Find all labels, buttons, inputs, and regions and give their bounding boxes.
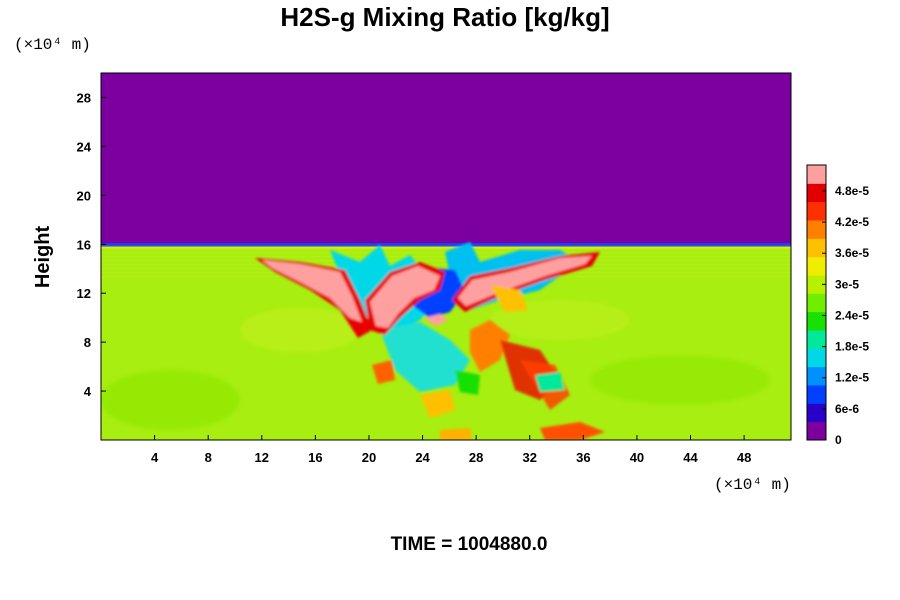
colorbar-frame xyxy=(806,164,827,441)
plume-max-right xyxy=(458,256,592,306)
y-tick-label: 20 xyxy=(77,188,91,203)
plume-filament xyxy=(440,428,472,440)
lower-region-patch xyxy=(101,370,240,430)
colorbar-segment xyxy=(807,421,826,441)
colorbar-segment xyxy=(807,183,826,203)
colorbar-segment xyxy=(807,293,826,313)
plume-filament xyxy=(455,370,480,395)
colorbar-segment xyxy=(807,220,826,239)
x-tick-label: 28 xyxy=(469,450,483,465)
colorbar-tick-label: 4.2e-5 xyxy=(835,215,869,229)
colorbar-segment xyxy=(807,348,826,368)
x-tick-label: 40 xyxy=(630,450,644,465)
y-tick-label: 12 xyxy=(77,286,91,301)
plume-max-left xyxy=(262,260,362,322)
heatmap-plot xyxy=(101,73,791,440)
plume-filament xyxy=(535,372,565,392)
colorbar-tick-label: 1.8e-5 xyxy=(835,340,869,354)
colorbar-segment xyxy=(807,385,826,404)
x-axis-unit: (×10⁴ m) xyxy=(714,476,791,494)
plume-filament xyxy=(372,360,395,384)
y-tick-label: 28 xyxy=(77,90,91,105)
lower-region-patch xyxy=(590,355,770,405)
heatmap-upper-region xyxy=(101,73,791,245)
colorbar-segments xyxy=(807,165,826,441)
y-tick-label: 24 xyxy=(77,139,92,154)
x-tick-label: 8 xyxy=(205,450,212,465)
y-axis-unit: (×10⁴ m) xyxy=(14,36,91,54)
y-tick-label: 4 xyxy=(84,384,92,399)
x-axis-ticks: 4 8 12 16 20 24 28 32 36 40 44 48 xyxy=(151,435,751,465)
colorbar-tick-label: 2.4e-5 xyxy=(835,308,869,322)
plume-filament xyxy=(540,422,605,440)
time-label: TIME = 1004880.0 xyxy=(391,534,548,555)
x-tick-label: 24 xyxy=(415,450,430,465)
colorbar-ticks: 0 6e-6 1.2e-5 1.8e-5 2.4e-5 3e-5 3.6e-5 4.2e-5 4… xyxy=(822,184,869,447)
x-tick-label: 48 xyxy=(737,450,751,465)
colorbar-segment xyxy=(807,311,826,331)
plume-max-small xyxy=(424,314,448,326)
colorbar-segment xyxy=(807,201,826,221)
x-tick-label: 12 xyxy=(255,450,269,465)
colorbar-segment xyxy=(807,238,826,258)
x-tick-label: 36 xyxy=(576,450,590,465)
colorbar-segment xyxy=(807,256,826,276)
colorbar-tick-label: 6e-6 xyxy=(835,402,859,416)
colorbar-tick-label: 0 xyxy=(835,433,842,447)
colorbar-tick-label: 1.2e-5 xyxy=(835,371,869,385)
colorbar-tick-label: 4.8e-5 xyxy=(835,184,869,198)
plume-filament xyxy=(490,285,528,312)
x-tick-label: 44 xyxy=(683,450,698,465)
chart-title: H2S-g Mixing Ratio [kg/kg] xyxy=(280,2,609,32)
interface-band xyxy=(101,246,791,249)
lower-region-patch xyxy=(240,308,360,352)
colorbar: 0 6e-6 1.2e-5 1.8e-5 2.4e-5 3e-5 3.6e-5 4.2e-5 4… xyxy=(806,164,869,447)
interface-band xyxy=(101,243,791,247)
x-tick-label: 32 xyxy=(523,450,537,465)
x-tick-label: 16 xyxy=(308,450,322,465)
y-axis-ticks: 4 8 12 16 20 24 28 xyxy=(77,90,106,399)
colorbar-segment xyxy=(807,403,826,423)
y-axis-label: Height xyxy=(32,226,54,289)
y-tick-label: 8 xyxy=(84,335,91,350)
plot-frame xyxy=(100,72,792,441)
colorbar-tick-label: 3e-5 xyxy=(835,277,859,291)
plume-filament xyxy=(420,390,455,418)
x-tick-label: 20 xyxy=(362,450,376,465)
y-tick-label: 16 xyxy=(77,237,91,252)
colorbar-segment xyxy=(807,330,826,349)
colorbar-segment xyxy=(807,275,826,294)
colorbar-tick-label: 3.6e-5 xyxy=(835,246,869,260)
x-tick-label: 4 xyxy=(151,450,159,465)
plume-mid-cyan xyxy=(380,322,470,392)
plume-filament xyxy=(470,320,510,372)
colorbar-segment xyxy=(807,165,826,184)
colorbar-segment xyxy=(807,366,826,386)
plume-max-center xyxy=(370,266,440,328)
